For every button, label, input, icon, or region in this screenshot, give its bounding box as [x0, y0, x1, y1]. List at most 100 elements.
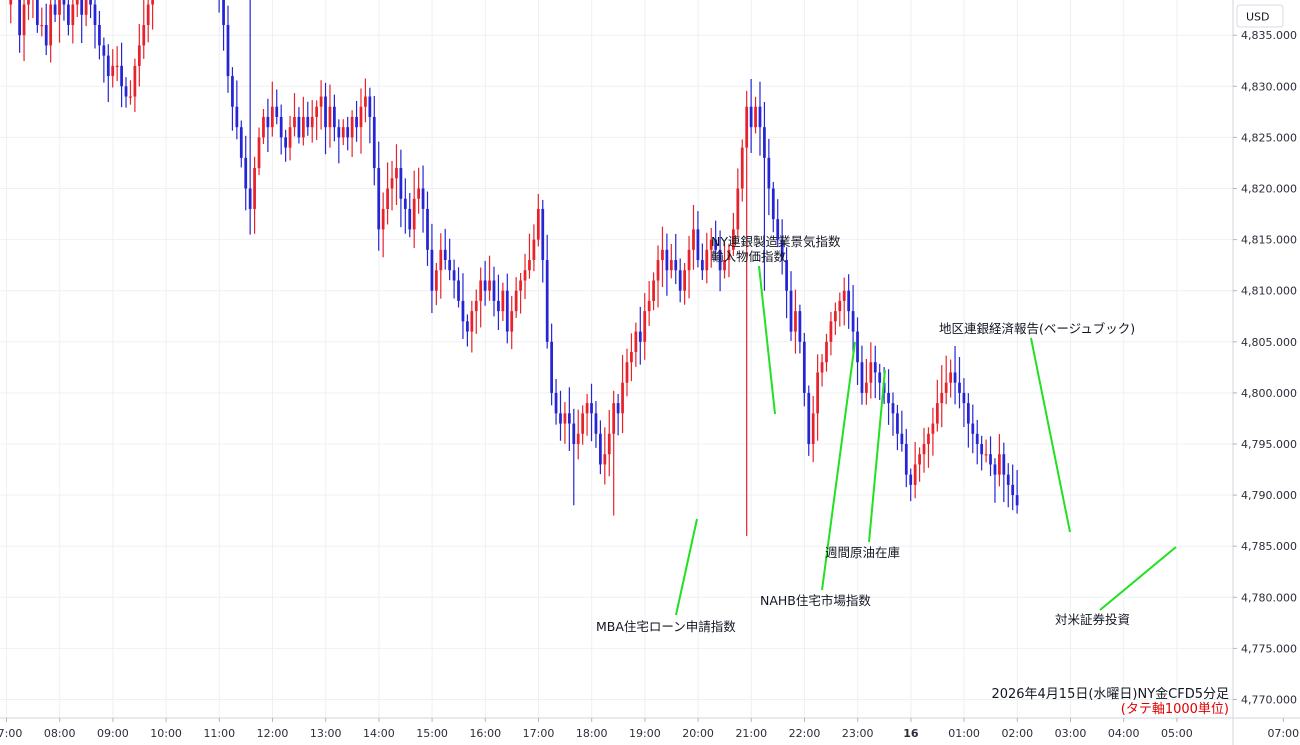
candle [758, 81, 762, 156]
currency-label: USD [1246, 11, 1270, 24]
candle [630, 333, 633, 382]
candle [275, 89, 279, 125]
candle [616, 394, 620, 436]
y-tick-label: 4,835.000 [1241, 29, 1297, 42]
x-tick-label: 20:00 [682, 727, 714, 740]
x-tick-label: 19:00 [629, 727, 661, 740]
y-tick-label: 4,785.000 [1241, 540, 1297, 553]
candle [98, 10, 101, 60]
candle [807, 385, 811, 456]
annotation-label: 輸入物価指数 [711, 249, 787, 264]
annotation-label: MBA住宅ローン申請指数 [596, 619, 736, 634]
y-tick-label: 4,815.000 [1241, 234, 1297, 247]
candle [44, 3, 48, 56]
candle [390, 160, 394, 211]
candle [266, 98, 270, 152]
x-tick-label: 12:00 [257, 727, 289, 740]
candle [896, 404, 899, 451]
y-tick-label: 4,830.000 [1241, 80, 1297, 93]
x-tick-label: 21:00 [735, 727, 767, 740]
candle [399, 149, 403, 228]
candle [554, 379, 558, 425]
x-tick-label: 18:00 [576, 727, 608, 740]
candle [244, 135, 248, 211]
x-tick-label: 10:00 [150, 727, 182, 740]
candle [776, 199, 780, 248]
candle [869, 342, 873, 399]
candle [780, 219, 784, 275]
candle [120, 42, 123, 108]
y-tick-label: 4,825.000 [1241, 131, 1297, 144]
candle [643, 293, 647, 360]
candle [745, 90, 749, 536]
candle [337, 119, 341, 164]
candle [381, 192, 385, 258]
candle [940, 365, 944, 428]
candle [709, 228, 713, 268]
candle [359, 88, 363, 154]
candle [448, 238, 452, 281]
candle [727, 243, 731, 278]
candle [887, 369, 890, 425]
candle [771, 181, 775, 233]
candle [927, 427, 930, 468]
candle [585, 393, 589, 436]
currency-label-box[interactable]: USD [1236, 4, 1284, 28]
x-tick-label: 07:00 [1267, 727, 1299, 740]
candle [67, 0, 70, 36]
candle [559, 390, 562, 441]
x-tick-label: 15:00 [416, 727, 448, 740]
candle [891, 392, 895, 436]
candle [231, 67, 234, 131]
candle [333, 94, 336, 142]
candle [434, 262, 438, 306]
candle [576, 409, 580, 460]
candle [505, 273, 509, 344]
candle [842, 277, 846, 326]
candle [71, 0, 75, 44]
y-tick-label: 4,790.000 [1241, 489, 1297, 502]
candle [856, 317, 859, 386]
candle [310, 100, 314, 143]
candle [811, 396, 815, 463]
candle [262, 108, 265, 145]
candle [1006, 463, 1010, 508]
candle [931, 407, 935, 456]
x-tick-label: 02:00 [1001, 727, 1033, 740]
annotation-label: 週間原油在庫 [825, 545, 900, 560]
x-tick-label: 14:00 [363, 727, 395, 740]
candle [279, 104, 283, 155]
annotation-leader [758, 265, 776, 415]
candle [248, 0, 252, 235]
x-tick-label: 16:00 [469, 727, 501, 740]
candle [372, 95, 376, 186]
candle [865, 358, 868, 405]
candle [528, 233, 531, 279]
candle [461, 273, 465, 340]
candle [479, 267, 483, 328]
candle [301, 96, 305, 146]
candle [395, 144, 398, 205]
annotation-label: NAHB住宅市場指数 [760, 593, 871, 608]
candle [820, 354, 824, 387]
candle [732, 212, 735, 257]
candle [705, 232, 709, 284]
candle [218, 0, 220, 13]
x-tick-label: 08:00 [44, 727, 76, 740]
candle [581, 405, 585, 445]
annotation-leader [821, 341, 856, 591]
candle [567, 387, 571, 452]
candle [550, 323, 553, 406]
candle [656, 245, 660, 308]
annotation-label: NY連銀製造業景気指数 [711, 234, 841, 249]
candle [590, 383, 593, 442]
candle [647, 281, 651, 326]
candle [998, 434, 1001, 487]
candle [944, 355, 948, 405]
annotation-leader [868, 369, 886, 543]
candle [1015, 470, 1019, 514]
candle [239, 120, 243, 168]
y-tick-label: 4,805.000 [1241, 336, 1297, 349]
candle [9, 0, 13, 24]
candle [669, 243, 673, 279]
